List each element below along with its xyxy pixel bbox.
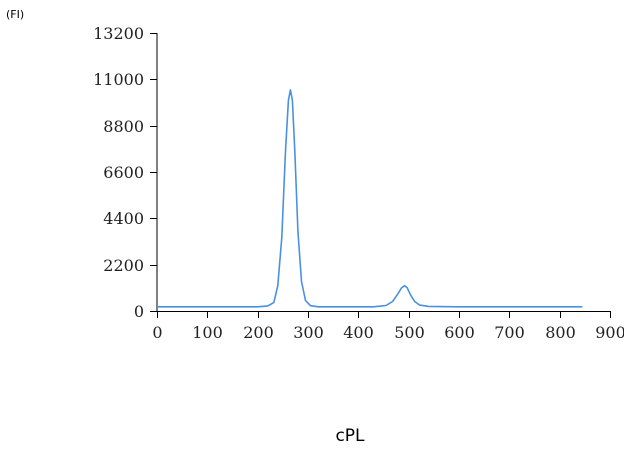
x-tick-label: 0 — [152, 323, 162, 342]
y-axis: 0 2200 4400 6600 8800 11000 13200 — [93, 24, 157, 321]
x-tick-label: 500 — [394, 323, 425, 342]
x-axis: 0 100 200 300 400 500 600 700 800 900 — [152, 311, 624, 342]
x-tick-label: 700 — [494, 323, 525, 342]
x-tick-label: 400 — [343, 323, 374, 342]
x-tick-label: 600 — [444, 323, 475, 342]
y-tick-label: 11000 — [93, 70, 144, 89]
series-line — [157, 90, 582, 307]
x-tick-label: 100 — [192, 323, 223, 342]
x-tick-label: 800 — [545, 323, 576, 342]
y-tick-label: 6600 — [103, 163, 144, 182]
y-tick-label: 0 — [134, 302, 144, 321]
y-tick-label: 13200 — [93, 24, 144, 43]
x-axis-label: cPL — [335, 426, 365, 446]
x-tick-label: 300 — [293, 323, 324, 342]
y-tick-label: 8800 — [103, 117, 144, 136]
series-layer — [157, 90, 582, 307]
y-tick-label: 2200 — [103, 256, 144, 275]
x-tick-label: 900 — [595, 323, 624, 342]
y-tick-label: 4400 — [103, 209, 144, 228]
x-tick-label: 200 — [243, 323, 274, 342]
y-axis-label: (FI) — [6, 8, 24, 21]
